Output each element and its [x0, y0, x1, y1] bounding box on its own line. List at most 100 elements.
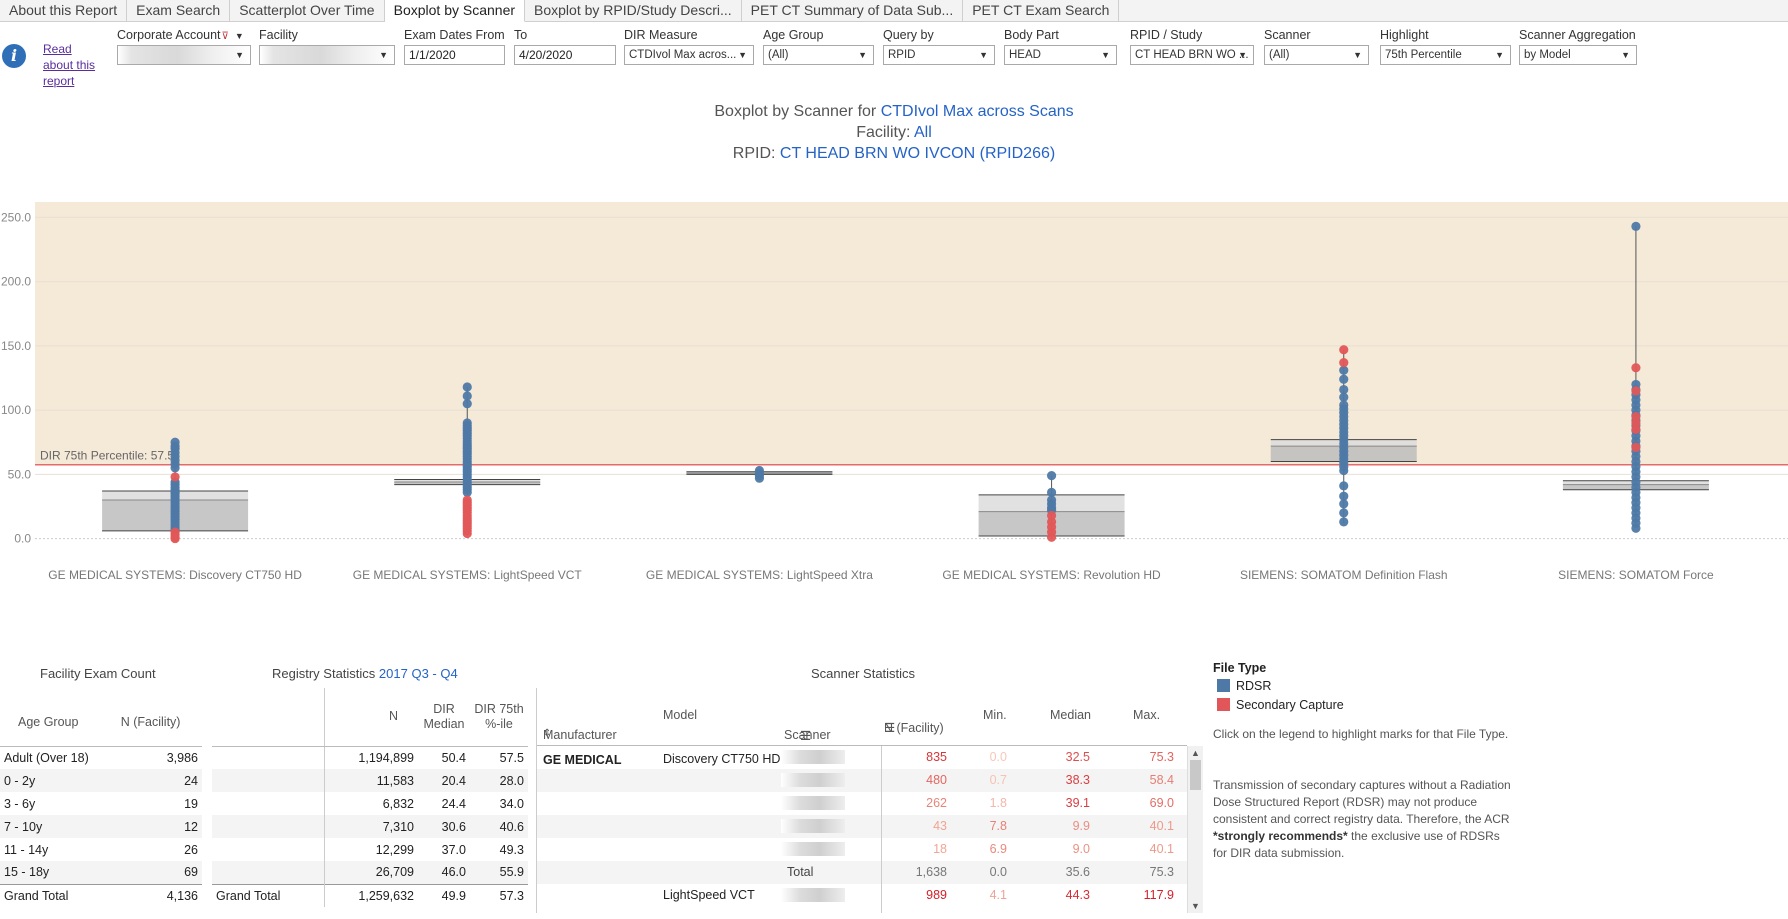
- legend-swatch-rdsr: [1217, 679, 1230, 692]
- data-point-rdsr: [170, 463, 180, 473]
- corporate-account-select[interactable]: ▼: [117, 45, 251, 65]
- title-rpid: CT HEAD BRN WO IVCON (RPID266): [779, 145, 1056, 162]
- data-point-rdsr: [462, 382, 472, 392]
- to-label: To: [514, 28, 528, 42]
- col-n-facility: N (Facility): [116, 698, 202, 747]
- cell-median: 32.5: [1065, 750, 1090, 764]
- data-point-rdsr: [462, 487, 472, 497]
- vertical-scrollbar[interactable]: ▲ ▼: [1187, 746, 1203, 913]
- data-point-secondary-capture: [1046, 532, 1057, 542]
- table-row: 6,832 24.4 34.0: [212, 792, 528, 815]
- scanner-name-redacted: [781, 750, 845, 764]
- query-by-select[interactable]: RPID ▼: [883, 45, 995, 65]
- rpid-study-label: RPID / Study: [1130, 28, 1203, 42]
- data-point-rdsr: [462, 399, 472, 409]
- legend-swatch-secondary-capture: [1217, 698, 1230, 711]
- cell-n: 989: [926, 888, 947, 902]
- data-point-rdsr: [754, 473, 765, 483]
- data-point-secondary-capture: [462, 528, 472, 539]
- table-row: 1,194,899 50.4 57.5: [212, 746, 528, 769]
- table-row: 7 - 10y 12: [0, 815, 202, 838]
- scroll-down-icon[interactable]: ▼: [1191, 901, 1200, 911]
- data-point-secondary-capture: [170, 472, 180, 482]
- cell-median: 9.0: [1072, 842, 1090, 856]
- data-point-rdsr: [1339, 508, 1349, 518]
- tab-exam-search[interactable]: Exam Search: [127, 0, 231, 22]
- cell-median: 38.3: [1065, 773, 1090, 787]
- sort-icon[interactable]: ☰: [800, 729, 812, 743]
- cell-max: 40.1: [1149, 842, 1174, 856]
- data-point-secondary-capture: [1339, 357, 1349, 368]
- cell-n: 480: [926, 773, 947, 787]
- sort-icon[interactable]: ⇕: [543, 728, 552, 739]
- table-row: 989 4.1 44.3 117.9: [537, 884, 1187, 907]
- age-group-select[interactable]: (All) ▼: [763, 45, 874, 65]
- tab-pet-ct-summary[interactable]: PET CT Summary of Data Sub...: [742, 0, 964, 22]
- tab-boxplot-by-scanner[interactable]: Boxplot by Scanner: [384, 0, 526, 22]
- data-point-rdsr: [1046, 487, 1057, 497]
- filter-clear-icon[interactable]: ⊽: [221, 31, 229, 42]
- chevron-down-icon: ▼: [1238, 50, 1247, 60]
- facility-select[interactable]: ▼: [259, 45, 395, 65]
- scroll-up-icon[interactable]: ▲: [1191, 748, 1200, 758]
- scrollbar-thumb[interactable]: [1190, 760, 1201, 790]
- cell-min: 0.0: [989, 750, 1007, 764]
- info-icon[interactable]: i: [2, 44, 26, 68]
- data-point-rdsr: [1339, 384, 1349, 395]
- data-point-secondary-capture: [170, 533, 180, 544]
- legend-item-rdsr[interactable]: RDSR: [1217, 679, 1271, 693]
- facility-exam-count-title: Facility Exam Count: [40, 666, 156, 681]
- cell-min: 1.8: [989, 796, 1007, 810]
- age-group-label: Age Group: [763, 28, 824, 42]
- x-category-label: GE MEDICAL SYSTEMS: Discovery CT750 HD: [48, 568, 302, 582]
- data-point-rdsr: [1631, 221, 1641, 232]
- tab-about-this-report[interactable]: About this Report: [0, 0, 128, 22]
- chart-title: Boxplot by Scanner for CTDIvol Max acros…: [0, 101, 1788, 164]
- col-n: N: [324, 688, 418, 747]
- filter-corporate-account: Corporate Account⊽ ▼ ▼: [117, 28, 251, 65]
- y-tick-label: 200.0: [1, 275, 31, 289]
- sort-icon[interactable]: ☰: [884, 721, 896, 735]
- filter-highlight: Highlight 75th Percentile ▼: [1380, 28, 1511, 65]
- read-about-link[interactable]: Read about this report: [43, 42, 96, 88]
- query-by-label: Query by: [883, 28, 934, 42]
- dir-measure-select[interactable]: CTDIvol Max acros... ▼: [624, 45, 754, 65]
- grand-total-row: Grand Total 4,136: [0, 883, 202, 907]
- registry-statistics-table: N DIR Median DIR 75th %-ile 1,194,899 50.…: [212, 688, 528, 907]
- scanner-select[interactable]: (All) ▼: [1264, 45, 1369, 65]
- cell-n: 262: [926, 796, 947, 810]
- scanner-name-redacted: [781, 796, 845, 810]
- body-part-select[interactable]: HEAD ▼: [1004, 45, 1117, 65]
- filter-age-group: Age Group (All) ▼: [763, 28, 874, 65]
- scanner-aggregation-select[interactable]: by Model ▼: [1519, 45, 1637, 65]
- tab-boxplot-by-rpid[interactable]: Boxplot by RPID/Study Descri...: [525, 0, 742, 22]
- col-model: Model: [663, 708, 698, 722]
- title-line-rpid: RPID: CT HEAD BRN WO IVCON (RPID266): [732, 145, 1056, 162]
- filter-dir-measure: DIR Measure CTDIvol Max acros... ▼: [624, 28, 754, 65]
- legend-item-secondary-capture[interactable]: Secondary Capture: [1217, 698, 1344, 712]
- table-row: 0 - 2y 24: [0, 769, 202, 792]
- rpid-study-select[interactable]: CT HEAD BRN WO ... ▼: [1130, 45, 1254, 65]
- tab-scatterplot-over-time[interactable]: Scatterplot Over Time: [230, 0, 385, 22]
- tab-pet-ct-exam-search[interactable]: PET CT Exam Search: [963, 0, 1120, 22]
- chevron-down-icon: ▼: [1495, 50, 1504, 60]
- filter-scanner: Scanner (All) ▼: [1264, 28, 1369, 65]
- model-cell: Discovery CT750 HD: [663, 752, 781, 766]
- cell-max: 58.4: [1149, 773, 1174, 787]
- cell-max: 75.3: [1149, 865, 1174, 879]
- scanner-statistics-table: Manufacturer ⇕ Model Scanner ☰ N (Facili…: [536, 688, 1204, 913]
- data-point-rdsr: [1339, 517, 1349, 527]
- scanner-name-redacted: [781, 773, 845, 787]
- col-dir-75th: DIR 75th %-ile: [470, 688, 528, 747]
- data-point-rdsr: [1339, 365, 1349, 375]
- chevron-down-icon[interactable]: ▼: [234, 31, 244, 41]
- highlight-select[interactable]: 75th Percentile ▼: [1380, 45, 1511, 65]
- exam-dates-from-input[interactable]: [404, 45, 505, 65]
- chevron-down-icon: ▼: [1101, 50, 1110, 60]
- table-row: 480 0.7 38.3 58.4: [537, 769, 1187, 792]
- col-age-group: Age Group: [0, 698, 117, 747]
- y-tick-label: 150.0: [1, 339, 31, 353]
- to-date-input[interactable]: [514, 45, 616, 65]
- data-point-rdsr: [462, 391, 472, 401]
- registry-statistics-title: Registry Statistics 2017 Q3 - Q4: [272, 666, 458, 681]
